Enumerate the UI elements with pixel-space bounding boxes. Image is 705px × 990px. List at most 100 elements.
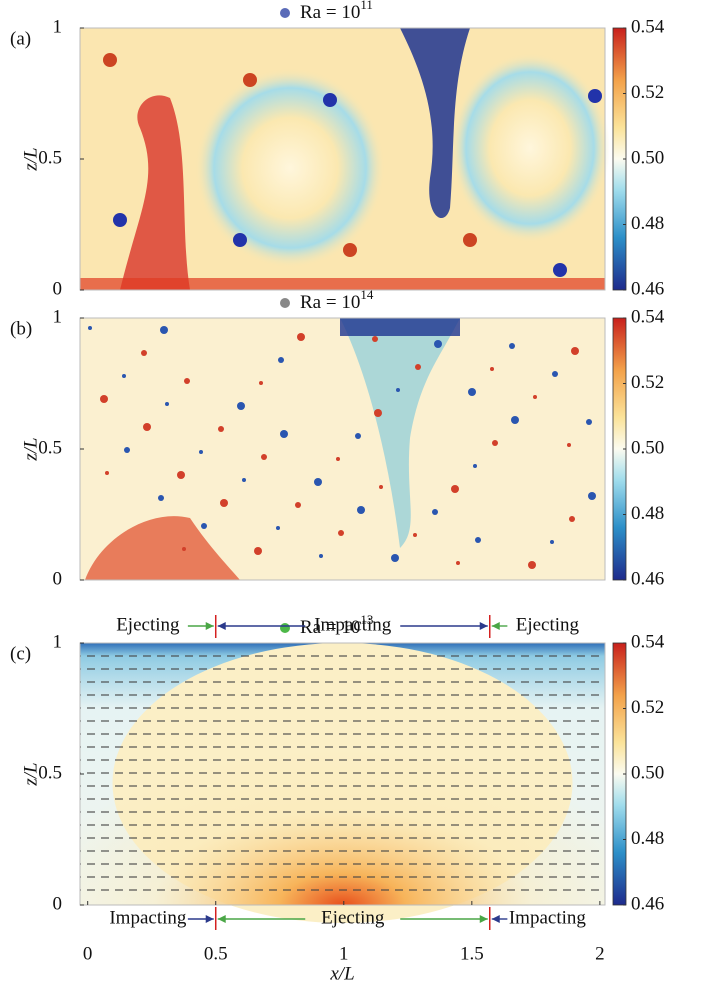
title-text: Ra = 10 [300,292,360,313]
eddy [314,478,322,486]
eddy [233,233,247,247]
eddy [141,350,147,356]
x-tick-label: 1.5 [460,943,484,964]
velocity-arrows [80,651,605,901]
eddy [415,364,421,370]
x-axis-label: x/L [329,963,354,984]
eddy [182,547,186,551]
eddy [588,89,602,103]
arrow-head [217,915,226,923]
eddy [122,374,126,378]
title-text: Ra = 10 [300,2,360,23]
eddy [158,495,164,501]
arrow-head [491,915,500,923]
colorbar-tick-label: 0.46 [631,278,664,299]
plume [85,516,240,580]
eddy [199,450,203,454]
region-label: Ejecting [321,907,385,928]
eddy [533,395,537,399]
eddy [336,457,340,461]
y-tick-label: 0 [53,568,63,589]
eddy [475,537,481,543]
eddy [237,402,245,410]
eddy [463,233,477,247]
colorbar-tick-label: 0.50 [631,437,664,458]
eddy [588,492,596,500]
colorbar-tick-label: 0.54 [631,631,665,652]
arrow-head [205,622,214,630]
region-label: Impacting [509,907,587,928]
eddy [413,533,417,537]
colorbar-tick-label: 0.48 [631,213,664,234]
vortex [450,53,610,243]
eddy [468,388,476,396]
eddy [567,443,571,447]
y-tick-label: 0.5 [38,437,62,458]
panel-title: Ra = 1013 [300,612,373,638]
eddy [254,547,262,555]
title-exponent: 11 [360,0,373,12]
eddy [357,506,365,514]
x-tick-label: 1 [339,943,349,964]
eddy [100,395,108,403]
plume [120,95,190,290]
eddy [374,409,382,417]
eddy [261,454,267,460]
eddy [295,502,301,508]
y-tick-label: 1 [53,16,63,37]
y-tick-label: 0.5 [38,762,62,783]
y-axis-label: z/L [20,147,41,171]
x-tick-label: 0.5 [204,943,228,964]
eddy [105,471,109,475]
title-marker [280,298,290,308]
eddy [432,509,438,515]
eddy [372,336,378,342]
colorbar-tick-label: 0.54 [631,306,665,327]
eddy [456,561,460,565]
eddy [553,263,567,277]
vortex [195,68,385,268]
eddy [323,93,337,107]
title-exponent: 14 [360,287,374,302]
eddy [571,347,579,355]
region-label: Ejecting [116,614,180,635]
colorbar-tick-label: 0.52 [631,697,664,718]
eddy [550,540,554,544]
eddy [552,371,558,377]
arrow-head [479,915,488,923]
colorbar-tick-label: 0.50 [631,147,664,168]
eddy [569,516,575,522]
eddy [473,464,477,468]
plume [340,318,460,548]
eddy [259,381,263,385]
eddy [242,478,246,482]
title-exponent: 13 [360,612,373,627]
region-label: Ejecting [516,614,580,635]
arrow-head [205,915,214,923]
y-tick-label: 1 [53,631,63,652]
colorbar-tick-label: 0.46 [631,568,664,589]
panel-label: (b) [10,318,32,339]
eddy [276,526,280,530]
title-marker [280,8,290,18]
cap [340,318,460,336]
eddy [319,554,323,558]
x-tick-label: 2 [595,943,605,964]
eddy [124,447,130,453]
eddy [338,530,344,536]
eddy [509,343,515,349]
eddy [201,523,207,529]
eddy [490,367,494,371]
eddy [391,554,399,562]
region-label: Impacting [109,907,187,928]
eddy [143,423,151,431]
eddy [113,213,127,227]
panel-title: Ra = 1011 [300,0,373,23]
colorbar-tick-label: 0.52 [631,372,664,393]
eddy [586,419,592,425]
eddy [160,326,168,334]
eddy [103,53,117,67]
eddy [243,73,257,87]
arrow-head [479,622,488,630]
